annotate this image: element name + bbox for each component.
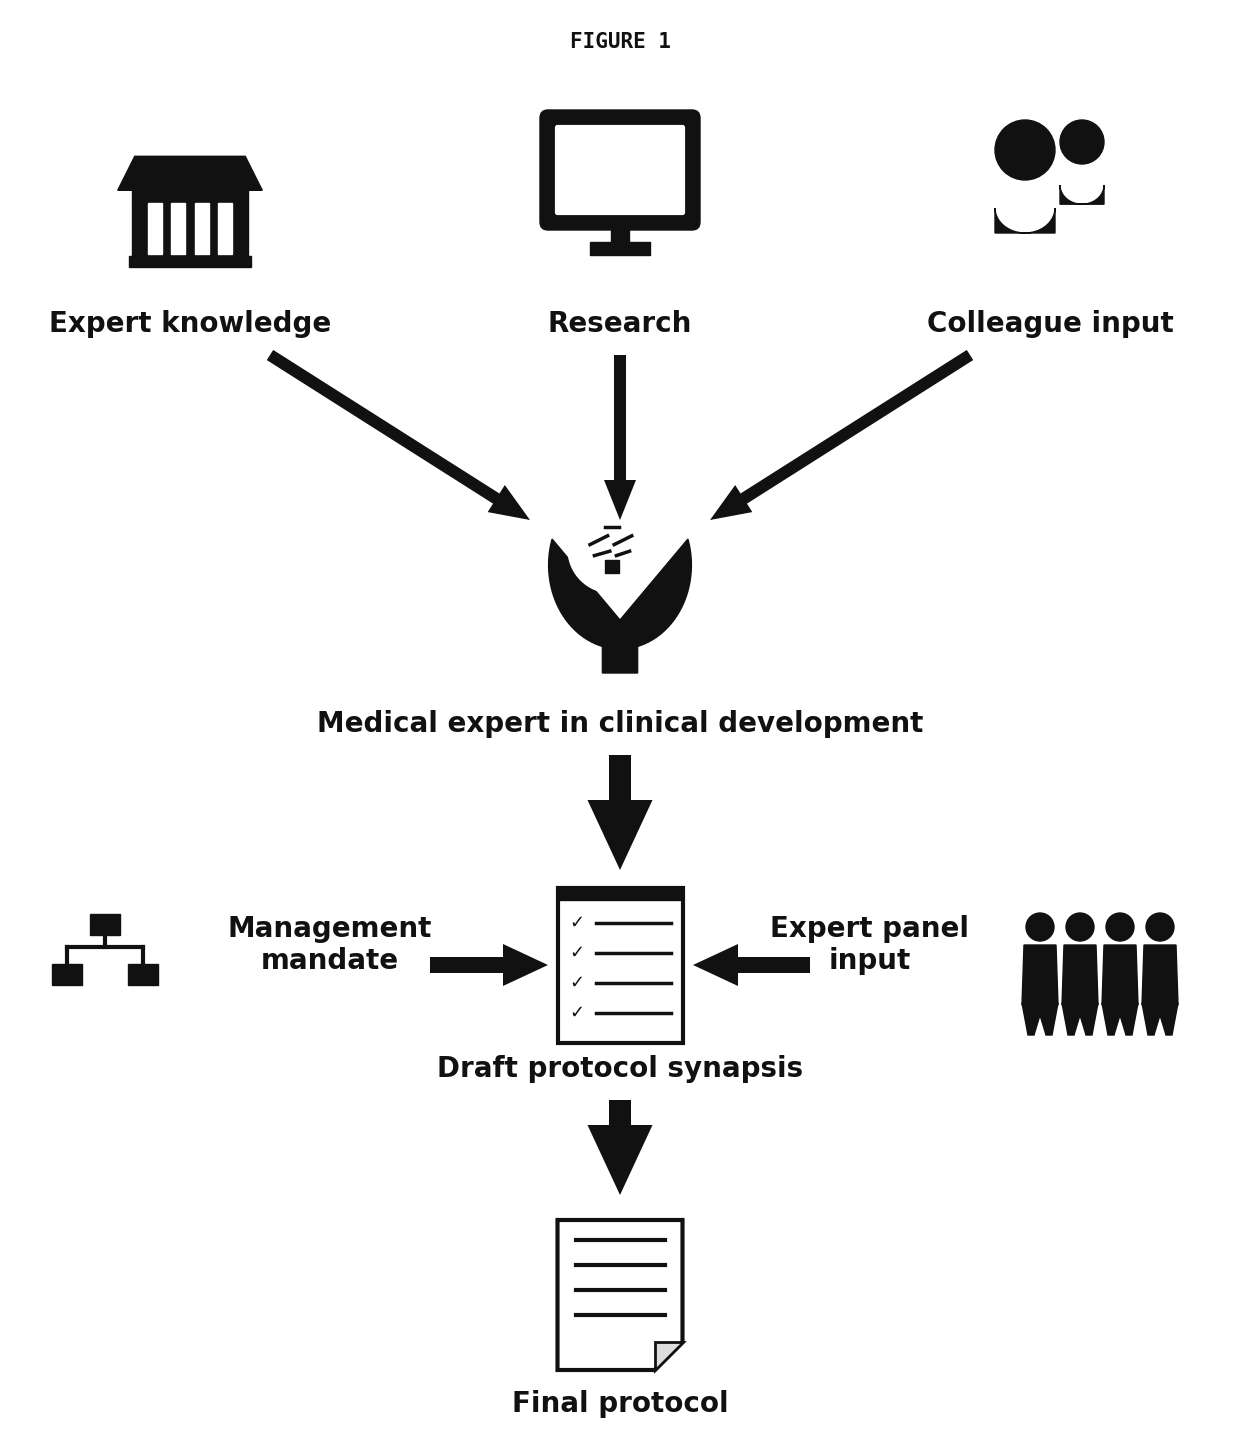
Text: ✓: ✓ — [569, 913, 584, 932]
Circle shape — [1025, 913, 1054, 942]
Circle shape — [583, 537, 614, 569]
Polygon shape — [588, 1100, 652, 1195]
Polygon shape — [1022, 1003, 1058, 1035]
Polygon shape — [1060, 186, 1104, 204]
Bar — [129, 256, 252, 267]
Circle shape — [1066, 913, 1094, 942]
Polygon shape — [1061, 1003, 1097, 1035]
Bar — [589, 242, 651, 254]
Bar — [52, 965, 82, 985]
Polygon shape — [1102, 945, 1138, 1005]
Bar — [171, 203, 185, 254]
Text: Draft protocol synapsis: Draft protocol synapsis — [436, 1055, 804, 1083]
Bar — [558, 887, 682, 1043]
Polygon shape — [118, 156, 262, 190]
Polygon shape — [588, 755, 652, 870]
Circle shape — [610, 537, 641, 569]
Wedge shape — [568, 549, 656, 593]
Polygon shape — [1102, 1003, 1138, 1035]
Bar — [133, 190, 248, 200]
Bar — [611, 221, 629, 242]
Text: ✓: ✓ — [569, 973, 584, 992]
Polygon shape — [1142, 945, 1178, 1005]
Text: Research: Research — [548, 310, 692, 339]
Text: Management
mandate: Management mandate — [228, 915, 433, 975]
Bar — [133, 200, 248, 256]
Polygon shape — [1142, 1003, 1178, 1035]
Polygon shape — [1061, 945, 1097, 1005]
Circle shape — [1106, 913, 1135, 942]
Polygon shape — [430, 945, 548, 986]
Text: ✓: ✓ — [569, 1003, 584, 1022]
Polygon shape — [558, 1220, 682, 1370]
Bar — [218, 203, 232, 254]
Bar — [558, 887, 682, 899]
Text: Medical expert in clinical development: Medical expert in clinical development — [316, 710, 924, 737]
Text: Expert panel
input: Expert panel input — [770, 915, 970, 975]
Bar — [128, 965, 157, 985]
Circle shape — [1146, 913, 1174, 942]
Bar — [91, 913, 120, 935]
Text: ✓: ✓ — [569, 943, 584, 962]
Bar — [195, 203, 208, 254]
Circle shape — [994, 120, 1055, 180]
Bar — [605, 560, 619, 573]
Polygon shape — [655, 1342, 682, 1370]
Circle shape — [1060, 120, 1104, 164]
Text: FIGURE 1: FIGURE 1 — [569, 31, 671, 51]
Polygon shape — [604, 354, 636, 520]
FancyBboxPatch shape — [539, 110, 701, 230]
Bar — [148, 203, 162, 254]
Text: Final protocol: Final protocol — [512, 1390, 728, 1418]
Polygon shape — [267, 350, 529, 520]
FancyBboxPatch shape — [556, 126, 684, 214]
Polygon shape — [994, 209, 1055, 233]
Polygon shape — [711, 350, 973, 520]
Polygon shape — [548, 539, 692, 673]
Circle shape — [181, 137, 198, 154]
Text: Expert knowledge: Expert knowledge — [48, 310, 331, 339]
Text: Colleague input: Colleague input — [926, 310, 1173, 339]
Polygon shape — [693, 945, 810, 986]
Polygon shape — [1022, 945, 1058, 1005]
